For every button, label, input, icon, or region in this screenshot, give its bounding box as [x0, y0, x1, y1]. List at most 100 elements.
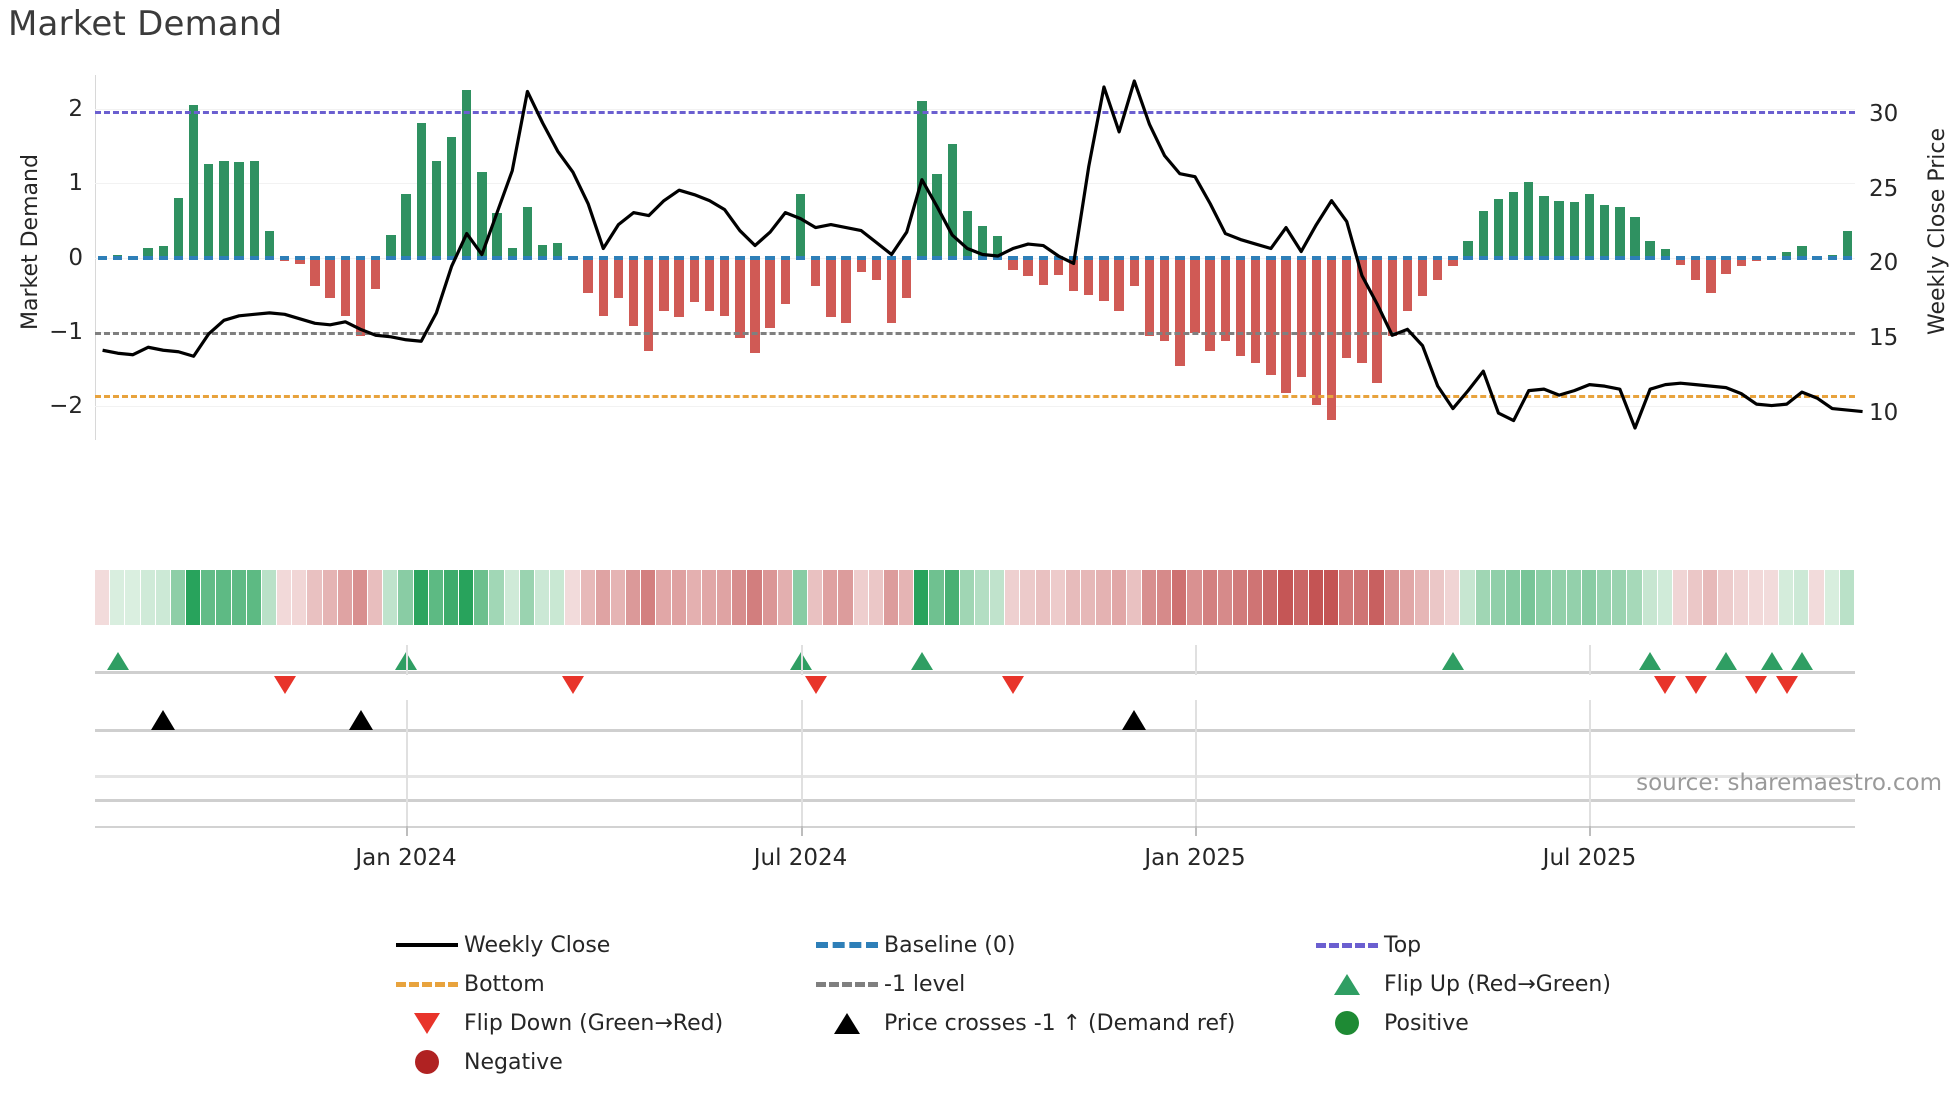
- dashed-purple-line-icon: [1310, 932, 1384, 958]
- baseline-tick: [204, 255, 214, 260]
- legend-item[interactable]: Baseline (0): [810, 930, 1310, 960]
- demand-bar: [295, 257, 305, 265]
- heat-cell: [717, 570, 732, 625]
- legend-item-label: Top: [1384, 932, 1422, 958]
- baseline-tick: [1220, 255, 1231, 260]
- heat-cell: [1794, 570, 1809, 625]
- heat-cell: [170, 570, 186, 625]
- baseline-tick: [1630, 255, 1640, 260]
- heat-cell: [1490, 570, 1505, 625]
- heat-cell: [671, 570, 686, 625]
- heat-cell: [550, 570, 565, 625]
- demand-bar: [674, 257, 684, 318]
- heat-cell: [1263, 570, 1278, 625]
- dashed-orange-line-icon: [390, 971, 464, 997]
- demand-bar: [1129, 257, 1139, 286]
- heat-cell: [1460, 570, 1475, 625]
- heat-cell: [883, 570, 899, 625]
- heat-cell: [1066, 570, 1081, 625]
- x-gridline: [800, 645, 803, 675]
- baseline-tick: [886, 255, 897, 260]
- baseline-tick: [249, 255, 259, 260]
- heat-cell: [1718, 570, 1733, 625]
- baseline-tick: [932, 255, 942, 260]
- marker-row-flip-line: [95, 671, 1855, 674]
- demand-bar: [219, 161, 229, 258]
- baseline-tick: [1690, 255, 1701, 260]
- demand-bar: [1493, 199, 1504, 258]
- flip-up-marker: [1639, 652, 1662, 670]
- legend-item[interactable]: Top: [1310, 930, 1690, 960]
- demand-bar: [1539, 196, 1549, 258]
- heat-cell: [140, 570, 155, 625]
- heat-cell: [383, 570, 398, 625]
- demand-bar: [644, 257, 654, 351]
- baseline-tick: [1190, 255, 1200, 260]
- heat-cell: [246, 570, 261, 625]
- legend-item-label: Negative: [464, 1049, 563, 1075]
- baseline-tick: [568, 255, 578, 260]
- heat-cell: [1111, 570, 1126, 625]
- demand-bar: [1205, 257, 1215, 351]
- demand-bar: [1782, 251, 1792, 258]
- green-dot-icon: [1310, 1010, 1384, 1036]
- baseline-tick: [613, 255, 624, 260]
- baseline-tick: [674, 255, 684, 260]
- reference-line-top: [95, 110, 1855, 114]
- baseline-tick: [507, 255, 517, 260]
- heat-cell: [322, 570, 337, 625]
- baseline-tick: [477, 255, 487, 260]
- y-tick-label-right: 30: [1869, 100, 1899, 127]
- demand-bar: [1660, 248, 1671, 258]
- baseline-tick: [856, 255, 866, 260]
- demand-bar: [1736, 257, 1746, 267]
- baseline-tick: [704, 255, 715, 260]
- demand-bar: [947, 144, 957, 258]
- heat-cell: [125, 570, 140, 625]
- baseline-tick: [537, 255, 548, 260]
- baseline-tick: [841, 255, 851, 260]
- heat-cell: [747, 570, 762, 625]
- heat-cell: [1642, 570, 1657, 625]
- baseline-tick: [1402, 255, 1413, 260]
- baseline-tick: [386, 255, 396, 260]
- baseline-tick: [1023, 255, 1033, 260]
- heat-cell: [1157, 570, 1172, 625]
- legend-item[interactable]: Flip Up (Red→Green): [1310, 969, 1690, 999]
- baseline-tick: [1433, 255, 1443, 260]
- heat-cell: [1369, 570, 1384, 625]
- legend-item[interactable]: Flip Down (Green→Red): [390, 1008, 810, 1038]
- x-tick-label: Jul 2024: [753, 845, 848, 871]
- heat-cell: [1414, 570, 1430, 625]
- chart-legend: Weekly Close Baseline (0) Top Bottom -1 leve…: [390, 930, 1690, 1077]
- heat-cell: [428, 570, 443, 625]
- legend-item[interactable]: Price crosses -1 ↑ (Demand ref): [810, 1008, 1310, 1038]
- heat-cell: [838, 570, 853, 625]
- heat-cell: [580, 570, 595, 625]
- baseline-tick: [598, 255, 608, 260]
- baseline-tick: [1099, 255, 1109, 260]
- baseline-tick: [553, 255, 563, 260]
- flip-up-marker: [1790, 652, 1813, 670]
- x-tick-label: Jan 2025: [1144, 845, 1246, 871]
- baseline-tick: [917, 255, 927, 260]
- heat-cell: [1399, 570, 1414, 625]
- baseline-tick: [871, 255, 882, 260]
- legend-item[interactable]: Bottom: [390, 969, 810, 999]
- demand-bar: [173, 197, 184, 258]
- heat-cell: [155, 570, 170, 625]
- legend-item[interactable]: Negative: [390, 1047, 810, 1077]
- demand-bar: [962, 211, 973, 258]
- demand-bar: [598, 257, 608, 316]
- legend-item[interactable]: Positive: [1310, 1008, 1690, 1038]
- demand-bar: [795, 194, 806, 258]
- heat-cell: [1430, 570, 1445, 625]
- legend-item[interactable]: -1 level: [810, 969, 1310, 999]
- legend-item[interactable]: Weekly Close: [390, 930, 810, 960]
- baseline-tick: [1751, 255, 1762, 260]
- demand-bar: [370, 257, 381, 289]
- heat-cell: [216, 570, 231, 625]
- baseline-tick: [1615, 255, 1625, 260]
- legend-item-label: Price crosses -1 ↑ (Demand ref): [884, 1010, 1236, 1036]
- demand-bar: [1266, 257, 1276, 376]
